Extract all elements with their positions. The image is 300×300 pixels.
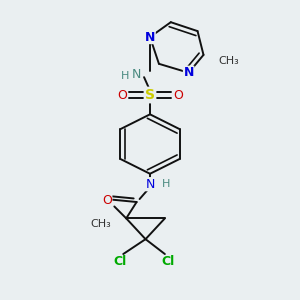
- Text: S: S: [145, 88, 155, 102]
- Text: CH₃: CH₃: [91, 219, 111, 229]
- Text: N: N: [184, 66, 194, 79]
- Text: H: H: [121, 71, 129, 81]
- Text: O: O: [117, 88, 127, 101]
- Text: H: H: [162, 179, 170, 189]
- Text: Cl: Cl: [114, 255, 127, 268]
- Text: O: O: [102, 194, 112, 207]
- Text: CH₃: CH₃: [218, 56, 239, 66]
- Text: Cl: Cl: [161, 255, 175, 268]
- Text: N: N: [145, 31, 155, 44]
- Text: N: N: [145, 178, 155, 191]
- Text: O: O: [173, 88, 183, 101]
- Text: N: N: [132, 68, 141, 81]
